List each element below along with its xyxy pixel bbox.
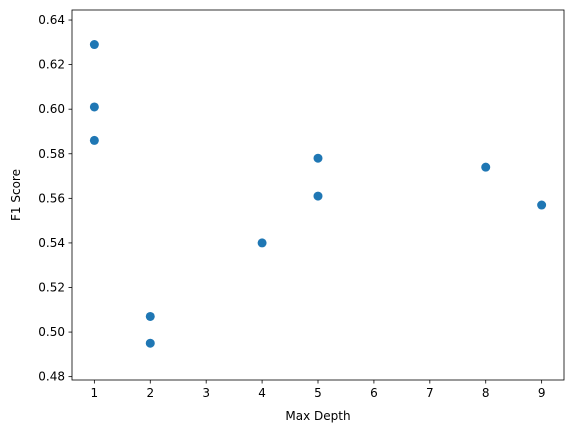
- y-tick-label: 0.64: [38, 13, 65, 27]
- x-tick-label: 2: [146, 386, 154, 400]
- scatter-point: [314, 192, 323, 201]
- y-tick-label: 0.58: [38, 147, 65, 161]
- x-tick-label: 4: [258, 386, 266, 400]
- scatter-point: [90, 102, 99, 111]
- scatter-point: [146, 312, 155, 321]
- y-tick-label: 0.62: [38, 58, 65, 72]
- x-tick-label: 3: [202, 386, 210, 400]
- scatter-point: [146, 339, 155, 348]
- scatter-point: [537, 201, 546, 210]
- x-tick-label: 7: [426, 386, 434, 400]
- x-tick-label: 1: [91, 386, 99, 400]
- x-axis-ticks: 1 2 3 4 5 6 7 8 9: [91, 380, 546, 400]
- points-layer: [90, 40, 546, 348]
- x-tick-label: 5: [314, 386, 322, 400]
- x-tick-label: 8: [482, 386, 490, 400]
- scatter-point: [481, 163, 490, 172]
- scatter-point: [90, 40, 99, 49]
- scatter-point: [314, 154, 323, 163]
- y-tick-label: 0.54: [38, 236, 65, 250]
- y-axis-ticks: 0.48 0.50 0.52 0.54 0.56 0.58 0.60 0.62 0.64: [38, 13, 72, 384]
- y-tick-label: 0.48: [38, 370, 65, 384]
- x-axis-label: Max Depth: [285, 409, 350, 423]
- x-tick-label: 9: [538, 386, 546, 400]
- y-tick-label: 0.56: [38, 191, 65, 205]
- x-tick-label: 6: [370, 386, 378, 400]
- y-tick-label: 0.50: [38, 325, 65, 339]
- scatter-point: [90, 136, 99, 145]
- y-tick-label: 0.52: [38, 281, 65, 295]
- y-axis-label: F1 Score: [9, 169, 23, 221]
- scatter-point: [258, 238, 267, 247]
- y-tick-label: 0.60: [38, 102, 65, 116]
